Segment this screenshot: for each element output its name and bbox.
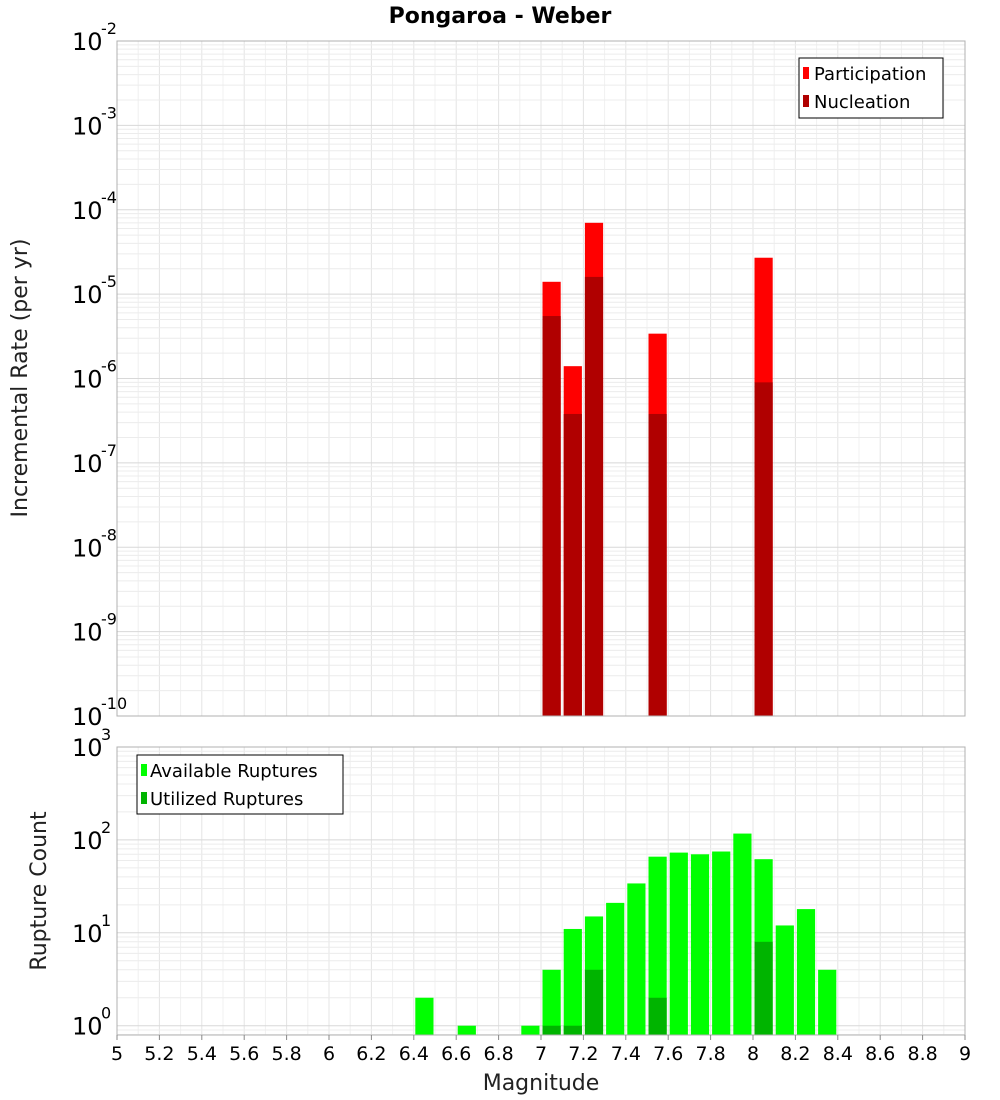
count-bar-available-ruptures [818, 969, 837, 1035]
count-bar-available-ruptures [415, 997, 434, 1035]
legend-swatch-participation [803, 67, 809, 79]
rate-y-tick-exponent: -5 [101, 272, 117, 291]
count-bar-utilized-ruptures [563, 1025, 582, 1035]
count-bar-available-ruptures [563, 928, 582, 1035]
count-bar-utilized-ruptures [754, 941, 773, 1035]
legend-swatch-available [141, 764, 147, 776]
rate-y-tick-exponent: -4 [101, 188, 117, 207]
legend-label-nucleation: Nucleation [814, 92, 910, 113]
count-bar-available-ruptures [690, 854, 710, 1035]
count-bar-available-ruptures [521, 1025, 540, 1035]
count-bar-utilized-ruptures [542, 1025, 561, 1035]
legend-swatch-utilized [141, 792, 147, 804]
x-tick-label: 8.2 [780, 1043, 810, 1065]
legend-swatch-nucleation [803, 95, 809, 107]
rate-bar-nucleation [754, 382, 773, 716]
x-tick-label: 8 [747, 1043, 759, 1065]
count-bar-available-ruptures [542, 969, 561, 1035]
rate-y-tick-label: 10 [72, 534, 103, 562]
count-y-tick-exponent: 0 [101, 1004, 111, 1023]
count-y-axis-title: Rupture Count [27, 811, 52, 971]
rate-y-tick-exponent: -8 [101, 525, 117, 544]
count-bar-available-ruptures [457, 1025, 476, 1035]
x-tick-label: 8.6 [865, 1043, 895, 1065]
count-bar-available-ruptures [733, 833, 752, 1035]
x-tick-label: 7.8 [695, 1043, 725, 1065]
count-legend-box [136, 754, 344, 815]
x-tick-label: 6.6 [441, 1043, 471, 1065]
rate-legend: Participation Nucleation [798, 57, 944, 119]
count-legend: Available Ruptures Utilized Ruptures [136, 754, 344, 815]
rate-y-tick-label: 10 [72, 703, 103, 731]
rate-y-tick-label: 10 [72, 281, 103, 309]
rate-y-tick-label: 10 [72, 366, 103, 394]
rate-y-tick-label: 10 [72, 450, 103, 478]
rate-y-tick-exponent: -3 [101, 103, 117, 122]
count-y-tick-label: 10 [72, 734, 103, 762]
count-bar-available-ruptures [606, 902, 625, 1035]
rate-y-tick-exponent: -6 [101, 357, 117, 376]
rate-y-tick-exponent: -7 [101, 441, 117, 460]
x-tick-labels: 5 5.2 5.4 5.6 5.8 6 6.2 6.4 6.6 6.8 7 7.2 7.4 7.6 7.8 8… [111, 1035, 971, 1065]
count-bar-available-ruptures [627, 883, 646, 1035]
count-bar-available-ruptures [669, 852, 688, 1035]
rate-plot-grid [116, 41, 966, 717]
x-tick-label: 7.2 [568, 1043, 598, 1065]
x-tick-label: 6.4 [399, 1043, 429, 1065]
rate-y-tick-exponent: -9 [101, 610, 117, 629]
x-tick-label: 8.4 [823, 1043, 853, 1065]
rate-bar-nucleation [563, 413, 582, 716]
rate-y-tick-label: 10 [72, 112, 103, 140]
rate-plot-border [116, 40, 966, 717]
rate-y-tick-label: 10 [72, 197, 103, 225]
legend-label-available: Available Ruptures [150, 761, 318, 782]
count-y-tick-label: 10 [72, 827, 103, 855]
legend-label-utilized: Utilized Ruptures [150, 789, 303, 810]
rate-y-axis-title: Incremental Rate (per yr) [8, 239, 33, 518]
x-tick-label: 5.6 [229, 1043, 259, 1065]
count-bar-available-ruptures [796, 909, 816, 1035]
x-tick-label: 7.6 [653, 1043, 683, 1065]
count-y-tick-label: 10 [72, 920, 103, 948]
x-tick-label: 7 [535, 1043, 547, 1065]
rate-bar-nucleation [584, 276, 604, 716]
x-tick-label: 6.2 [356, 1043, 386, 1065]
rate-bar-nucleation [648, 413, 667, 716]
rate-y-tick-label: 10 [72, 28, 103, 56]
x-tick-label: 6 [323, 1043, 335, 1065]
count-y-tick-exponent: 1 [101, 911, 111, 930]
rate-bar-nucleation [542, 316, 561, 716]
x-tick-label: 5.8 [271, 1043, 301, 1065]
x-tick-label: 9 [959, 1043, 971, 1065]
count-bar-available-ruptures [712, 851, 731, 1035]
rate-legend-box [798, 57, 944, 119]
count-bar-available-ruptures [775, 925, 794, 1035]
x-tick-label: 7.4 [611, 1043, 641, 1065]
x-axis-title: Magnitude [483, 1071, 600, 1096]
count-y-tick-label: 10 [72, 1013, 103, 1041]
x-tick-label: 5.4 [187, 1043, 217, 1065]
rate-y-tick-exponent: -10 [101, 694, 127, 713]
count-plot-bars [415, 833, 837, 1035]
x-tick-label: 5 [111, 1043, 123, 1065]
rate-y-tick-exponent: -2 [101, 19, 117, 38]
count-y-tick-exponent: 2 [101, 818, 111, 837]
x-tick-label: 5.2 [144, 1043, 174, 1065]
x-tick-label: 6.8 [483, 1043, 513, 1065]
count-bar-utilized-ruptures [584, 969, 604, 1035]
chart-title: Pongaroa - Weber [389, 4, 612, 29]
count-y-tick-exponent: 3 [101, 725, 111, 744]
count-bar-available-ruptures [648, 856, 667, 1035]
x-tick-label: 8.8 [907, 1043, 937, 1065]
rate-y-tick-label: 10 [72, 619, 103, 647]
rate-plot-bars [542, 222, 773, 716]
count-bar-utilized-ruptures [648, 997, 667, 1035]
legend-label-participation: Participation [814, 64, 926, 85]
